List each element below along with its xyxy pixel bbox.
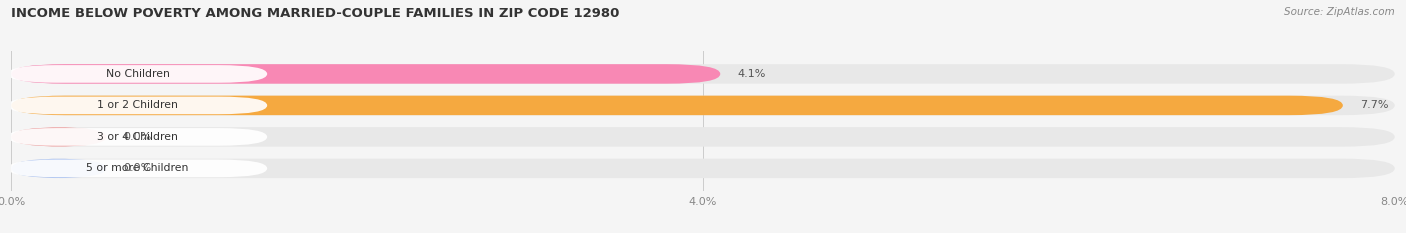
- FancyBboxPatch shape: [11, 127, 1395, 147]
- FancyBboxPatch shape: [8, 65, 267, 83]
- FancyBboxPatch shape: [8, 160, 267, 177]
- FancyBboxPatch shape: [11, 64, 720, 84]
- Text: 5 or more Children: 5 or more Children: [86, 163, 188, 173]
- Text: 4.1%: 4.1%: [738, 69, 766, 79]
- FancyBboxPatch shape: [11, 127, 107, 147]
- Text: 0.0%: 0.0%: [124, 163, 152, 173]
- FancyBboxPatch shape: [11, 96, 1343, 115]
- FancyBboxPatch shape: [11, 64, 1395, 84]
- Text: 0.0%: 0.0%: [124, 132, 152, 142]
- FancyBboxPatch shape: [11, 96, 1395, 115]
- Text: 1 or 2 Children: 1 or 2 Children: [97, 100, 179, 110]
- Text: 3 or 4 Children: 3 or 4 Children: [97, 132, 179, 142]
- Text: 7.7%: 7.7%: [1360, 100, 1389, 110]
- Text: No Children: No Children: [105, 69, 170, 79]
- Text: INCOME BELOW POVERTY AMONG MARRIED-COUPLE FAMILIES IN ZIP CODE 12980: INCOME BELOW POVERTY AMONG MARRIED-COUPL…: [11, 7, 620, 20]
- FancyBboxPatch shape: [8, 97, 267, 114]
- FancyBboxPatch shape: [8, 128, 267, 146]
- Text: Source: ZipAtlas.com: Source: ZipAtlas.com: [1284, 7, 1395, 17]
- FancyBboxPatch shape: [11, 159, 107, 178]
- FancyBboxPatch shape: [11, 159, 1395, 178]
